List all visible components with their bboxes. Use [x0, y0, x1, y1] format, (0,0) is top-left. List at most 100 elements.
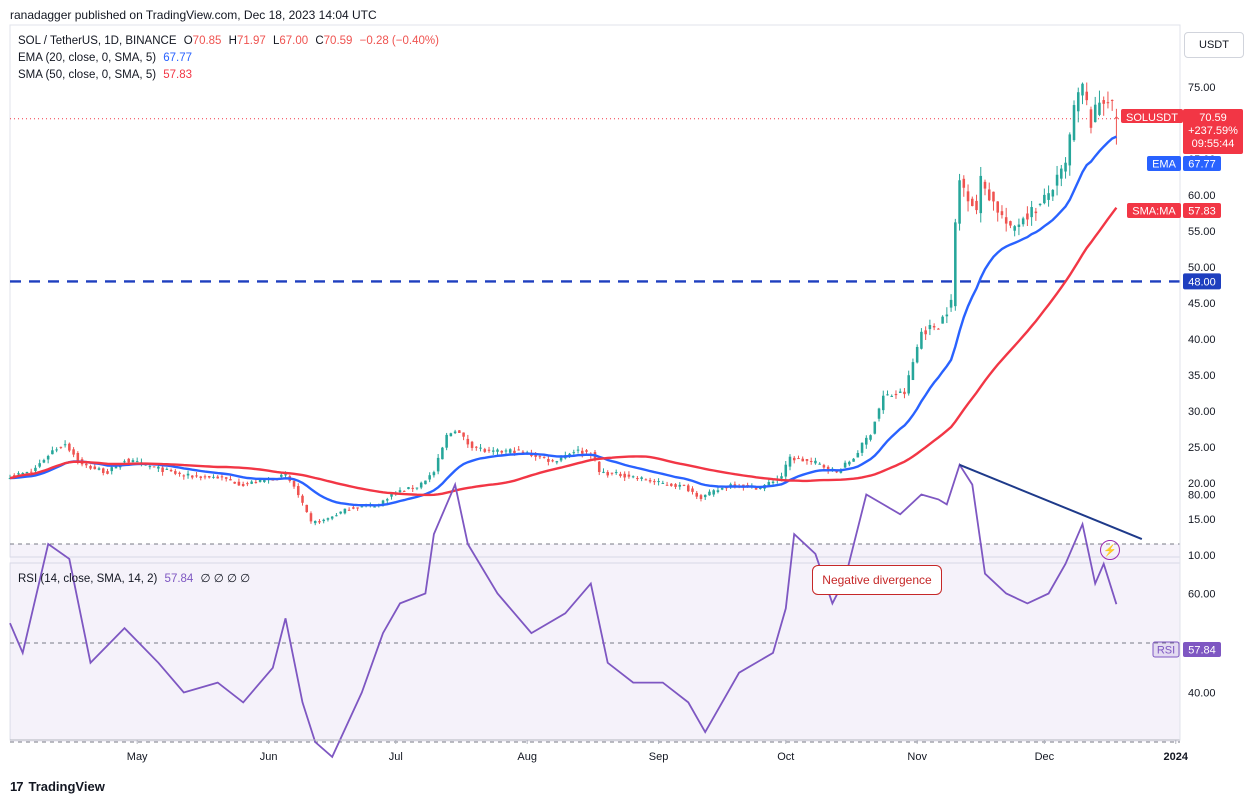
candle-body — [85, 463, 88, 466]
ema-legend-label: EMA (20, close, 0, SMA, 5) — [18, 52, 157, 64]
candle-body — [46, 455, 50, 460]
sma-legend-label: SMA (50, close, 0, SMA, 5) — [18, 69, 157, 81]
candle-body — [424, 480, 427, 485]
candle-body — [886, 394, 889, 396]
candle-body — [644, 479, 648, 481]
candle-body — [169, 469, 173, 472]
candle-body — [199, 476, 203, 478]
x-tick-label: Aug — [517, 751, 537, 763]
candle-body — [860, 442, 864, 453]
candle-body — [661, 482, 665, 484]
tag-rsi-label-bg — [1152, 641, 1180, 658]
y-tick-label: 40.00 — [1188, 334, 1216, 346]
tag-sma-value-bg — [1183, 203, 1221, 218]
candle-body — [1034, 211, 1038, 214]
candle-body — [572, 452, 576, 454]
tag-symbol-bg — [1121, 109, 1183, 123]
candle-body — [479, 447, 482, 449]
candle-body — [788, 456, 792, 467]
candle-body — [623, 473, 626, 478]
candle-body — [233, 481, 236, 484]
candle-body — [1064, 162, 1067, 172]
candle-body — [958, 180, 961, 224]
candle-body — [979, 175, 983, 214]
candle-body — [937, 328, 940, 330]
y-tick-label: 30.00 — [1188, 406, 1216, 418]
open-value: 70.85 — [192, 35, 222, 47]
tag-symbol: SOLUSDT — [1121, 109, 1183, 124]
tag-rsi-label: RSI — [1157, 645, 1175, 657]
candle-body — [453, 431, 457, 434]
candle-body — [347, 509, 351, 511]
candle-body — [992, 191, 995, 202]
candle-body — [1060, 168, 1063, 179]
candle-body — [538, 456, 542, 458]
y-tick-label: 50.00 — [1188, 262, 1216, 274]
candle-body — [983, 181, 987, 189]
price-tags: SOLUSDT 70.59+237.59%09:55:44 EMA 67.77 SMA:… — [1121, 109, 1243, 658]
candle-body — [500, 450, 504, 453]
tag-level-bg — [1183, 273, 1221, 290]
candle-body — [822, 465, 826, 468]
flash-icon[interactable]: ⚡ — [1100, 540, 1120, 560]
candle-body — [1009, 221, 1012, 226]
main-legend: SOL / TetherUS, 1D, BINANCE O70.85 H71.9… — [18, 35, 439, 47]
tag-level-value: 48.00 — [1188, 276, 1216, 288]
tag-price-text: 70.59 — [1199, 112, 1227, 124]
candle-body — [1076, 92, 1080, 112]
candle-body — [123, 461, 126, 463]
candle-body — [330, 516, 334, 519]
candle-body — [877, 408, 881, 419]
candle-body — [475, 446, 478, 448]
x-tick-label: Dec — [1035, 751, 1055, 763]
close-label: C — [315, 35, 324, 47]
candle-body — [945, 314, 949, 317]
candle-body — [627, 474, 631, 477]
candle-body — [797, 458, 800, 460]
tag-ema: EMA 67.77 — [1147, 156, 1221, 171]
candle-body — [670, 483, 673, 486]
candle-body — [911, 362, 915, 381]
candle-body — [237, 481, 241, 486]
x-tick-label: Jun — [260, 751, 278, 763]
candle-body — [814, 460, 817, 464]
y-tick-label: 60.00 — [1188, 190, 1216, 202]
candle-body — [220, 476, 224, 478]
y-tick-label: 25.00 — [1188, 442, 1216, 454]
candle-body — [309, 513, 313, 522]
currency-button[interactable]: USDT — [1184, 32, 1244, 58]
candle-body — [636, 478, 639, 480]
tradingview-logo[interactable]: 17 TradingView — [10, 779, 105, 794]
candle-body — [903, 391, 906, 395]
candle-body — [504, 450, 508, 452]
candle-body — [1047, 193, 1050, 200]
axes: 10.00 15.00 20.00 25.00 30.00 35.00 40.00 45.00… — [10, 25, 1216, 763]
tag-price-text: 09:55:44 — [1192, 138, 1235, 150]
candle-body — [313, 520, 317, 524]
candle-body — [602, 471, 605, 473]
candle-body — [254, 481, 258, 484]
candle-body — [517, 449, 520, 451]
candle-body — [835, 471, 838, 473]
tag-rsi-value-bg — [1183, 642, 1221, 657]
candle-body — [296, 486, 300, 496]
candle-body — [263, 479, 266, 482]
candle-body — [712, 490, 715, 495]
candle-body — [445, 434, 448, 448]
candle-body — [462, 432, 465, 437]
high-value: 71.97 — [236, 35, 266, 47]
candle-body — [55, 449, 58, 451]
candle-body — [856, 452, 860, 458]
candle-body — [195, 475, 198, 477]
candle-body — [1000, 211, 1004, 216]
candle-body — [258, 479, 262, 482]
support-level — [10, 118, 1180, 283]
low-label: L — [272, 35, 280, 47]
candle-body — [182, 475, 186, 477]
candle-body — [1017, 224, 1021, 227]
candle-body — [1038, 203, 1042, 206]
rsi-legend-label: RSI (14, close, SMA, 14, 2) — [18, 573, 158, 585]
candle-body — [805, 459, 809, 461]
candle-body — [784, 464, 788, 477]
